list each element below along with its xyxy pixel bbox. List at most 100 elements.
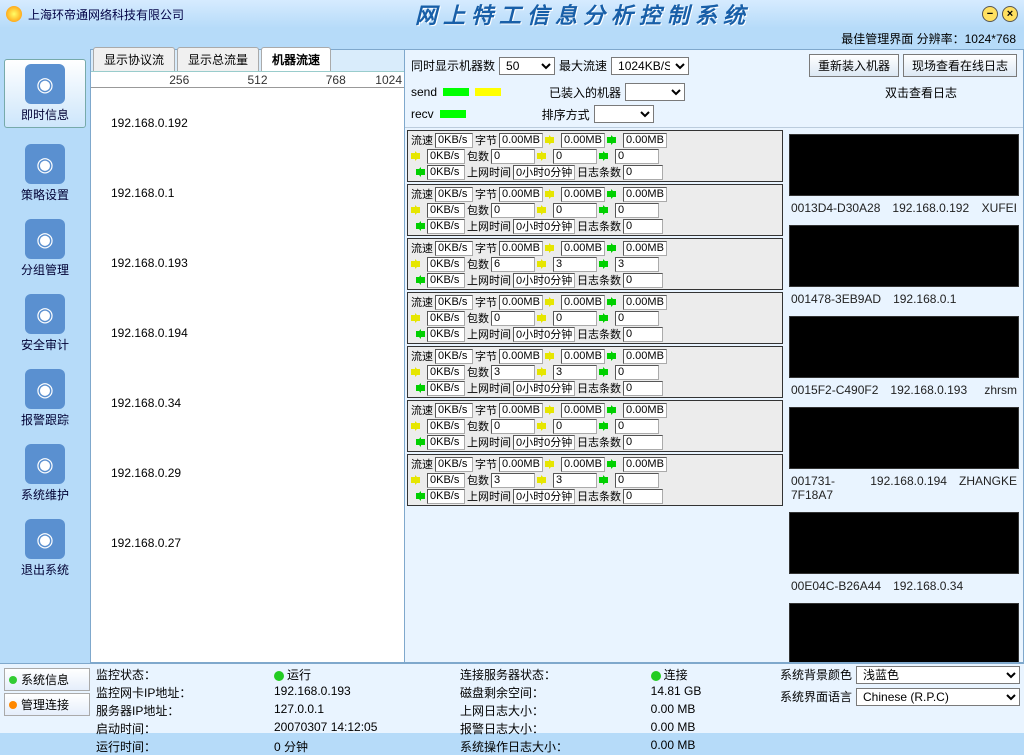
arrow-out-icon [411,313,425,323]
sidebar-icon: ◉ [25,294,65,334]
loaded-label: 已装入的机器 [549,84,621,101]
max-rate-select[interactable]: 1024KB/S [611,57,689,75]
arrow-in-icon [607,405,621,415]
tab-machine-rate[interactable]: 机器流速 [261,47,331,71]
log-entry[interactable]: 00E04C-B26A44192.168.0.34 [785,512,1023,597]
arrow-out-icon [537,475,551,485]
mac-label: 0013D4-D30A28 [791,201,880,215]
sidebar-icon: ◉ [25,369,65,409]
lang-select[interactable]: Chinese (R.P.C) [856,688,1020,706]
log-screen [789,316,1019,378]
log-entry[interactable]: 0013D4-D30A28192.168.0.192XUFEI [785,134,1023,219]
view-online-log-button[interactable]: 现场查看在线日志 [903,54,1017,77]
sort-label: 排序方式 [542,106,590,123]
sort-select[interactable] [594,105,654,123]
arrow-in-icon [411,275,425,285]
resolution-hint: 最佳管理界面 分辨率：1024*768 [0,28,1024,49]
reload-machines-button[interactable]: 重新装入机器 [809,54,899,77]
arrow-out-icon [537,313,551,323]
sidebar-item[interactable]: ◉报警跟踪 [0,369,90,428]
machine-card: 流速0KB/s字节0.00MB0.00MB0.00MB0KB/s包数0000KB… [407,130,783,182]
sidebar-item-label: 策略设置 [0,186,90,203]
arrow-out-icon [545,459,559,469]
arrow-in-icon [599,259,613,269]
arrow-in-icon [411,383,425,393]
ip-label: 192.168.0.27 [111,536,181,550]
sidebar-item[interactable]: ◉ 安全审计 [0,294,90,353]
sidebar: ◉即时信息◉策略设置◉分组管理◉安全审计◉报警跟踪◉系统维护◉退出系统 [0,49,90,663]
arrow-out-icon [411,151,425,161]
log-entry[interactable]: 001731-7F18A7192.168.0.194ZHANGKE [785,407,1023,506]
ip-label: 192.168.0.193 [111,256,188,270]
log-entry[interactable]: 0015F2-C490F2192.168.0.193zhrsm [785,316,1023,401]
machine-card: 流速0KB/s字节0.00MB0.00MB0.00MB0KB/s包数0000KB… [407,400,783,452]
log-entry[interactable]: 00F04C-853858192.168.0.29RUISHEN [785,603,1023,662]
arrow-out-icon [411,205,425,215]
ip-list: 192.168.0.192 192.168.0.1 192.168.0.193 192… [91,88,404,662]
sidebar-item-label: 退出系统 [0,561,90,578]
led-icon [274,671,284,681]
arrow-out-icon [537,259,551,269]
machine-card: 流速0KB/s字节0.00MB0.00MB0.00MB0KB/s包数3300KB… [407,454,783,506]
arrow-in-icon [607,297,621,307]
arrow-out-icon [411,259,425,269]
ip-row[interactable]: 192.168.0.1 [91,158,404,228]
ip-row[interactable]: 192.168.0.34 [91,368,404,438]
arrow-out-icon [537,421,551,431]
sidebar-item-label: 系统维护 [0,486,90,503]
show-count-label: 同时显示机器数 [411,57,495,74]
mac-label: 00E04C-B26A44 [791,579,881,593]
sidebar-item[interactable]: ◉即时信息 [4,59,86,128]
arrow-in-icon [411,221,425,231]
app-logo-icon [6,6,22,22]
ip-label: 192.168.0.1 [111,186,174,200]
arrow-in-icon [599,367,613,377]
ip-label: 192.168.0.194 [870,474,947,502]
sidebar-item[interactable]: ◉策略设置 [0,144,90,203]
app-title: 网上特工信息分析控制系统 [184,0,982,30]
tab-total[interactable]: 显示总流量 [177,47,259,71]
show-count-select[interactable]: 50 [499,57,555,75]
sidebar-item-label: 分组管理 [0,261,90,278]
arrow-in-icon [607,135,621,145]
ip-row[interactable]: 192.168.0.194 [91,298,404,368]
machine-cards: 流速0KB/s字节0.00MB0.00MB0.00MB0KB/s包数0000KB… [405,128,785,662]
ip-label: 192.168.0.29 [111,466,181,480]
status-right: 系统背景颜色 浅蓝色 系统界面语言 Chinese (R.P.C) [780,666,1020,731]
sidebar-item[interactable]: ◉ 系统维护 [0,444,90,503]
sidebar-item[interactable]: ◉ 退出系统 [0,519,90,578]
sidebar-icon: ◉ [25,219,65,259]
arrow-out-icon [411,475,425,485]
admin-conn-tab-button[interactable]: 管理连接 [4,693,90,716]
loaded-select[interactable] [625,83,685,101]
ip-row[interactable]: 192.168.0.193 [91,228,404,298]
sidebar-item-label: 安全审计 [0,336,90,353]
arrow-in-icon [607,243,621,253]
recv-label: recv [411,107,434,121]
arrow-out-icon [537,367,551,377]
ip-row[interactable]: 192.168.0.27 [91,508,404,578]
sidebar-icon: ◉ [25,444,65,484]
arrow-in-icon [599,151,613,161]
sysinfo-tab-button[interactable]: 系统信息 [4,668,90,691]
minimize-button[interactable]: − [982,6,998,22]
ip-label: 192.168.0.192 [111,116,188,130]
log-screen [789,512,1019,574]
arrow-out-icon [545,351,559,361]
host-label: ZHANGKE [959,474,1017,502]
log-screen [789,134,1019,196]
close-button[interactable]: × [1002,6,1018,22]
tab-protocol[interactable]: 显示协议流 [93,47,175,71]
bg-color-select[interactable]: 浅蓝色 [856,666,1020,684]
log-entry[interactable]: 001478-3EB9AD192.168.0.1 [785,225,1023,310]
ip-row[interactable]: 192.168.0.192 [91,88,404,158]
sidebar-icon: ◉ [25,519,65,559]
log-title: 双击查看日志 [885,84,957,101]
arrow-out-icon [411,421,425,431]
sidebar-item[interactable]: ◉ 分组管理 [0,219,90,278]
mac-label: 0015F2-C490F2 [791,383,878,397]
company-name: 上海环帝通网络科技有限公司 [28,6,184,23]
arrow-out-icon [545,243,559,253]
ip-row[interactable]: 192.168.0.29 [91,438,404,508]
top-controls: 同时显示机器数 50 最大流速 1024KB/S 重新装入机器 现场查看在线日志… [405,50,1023,128]
